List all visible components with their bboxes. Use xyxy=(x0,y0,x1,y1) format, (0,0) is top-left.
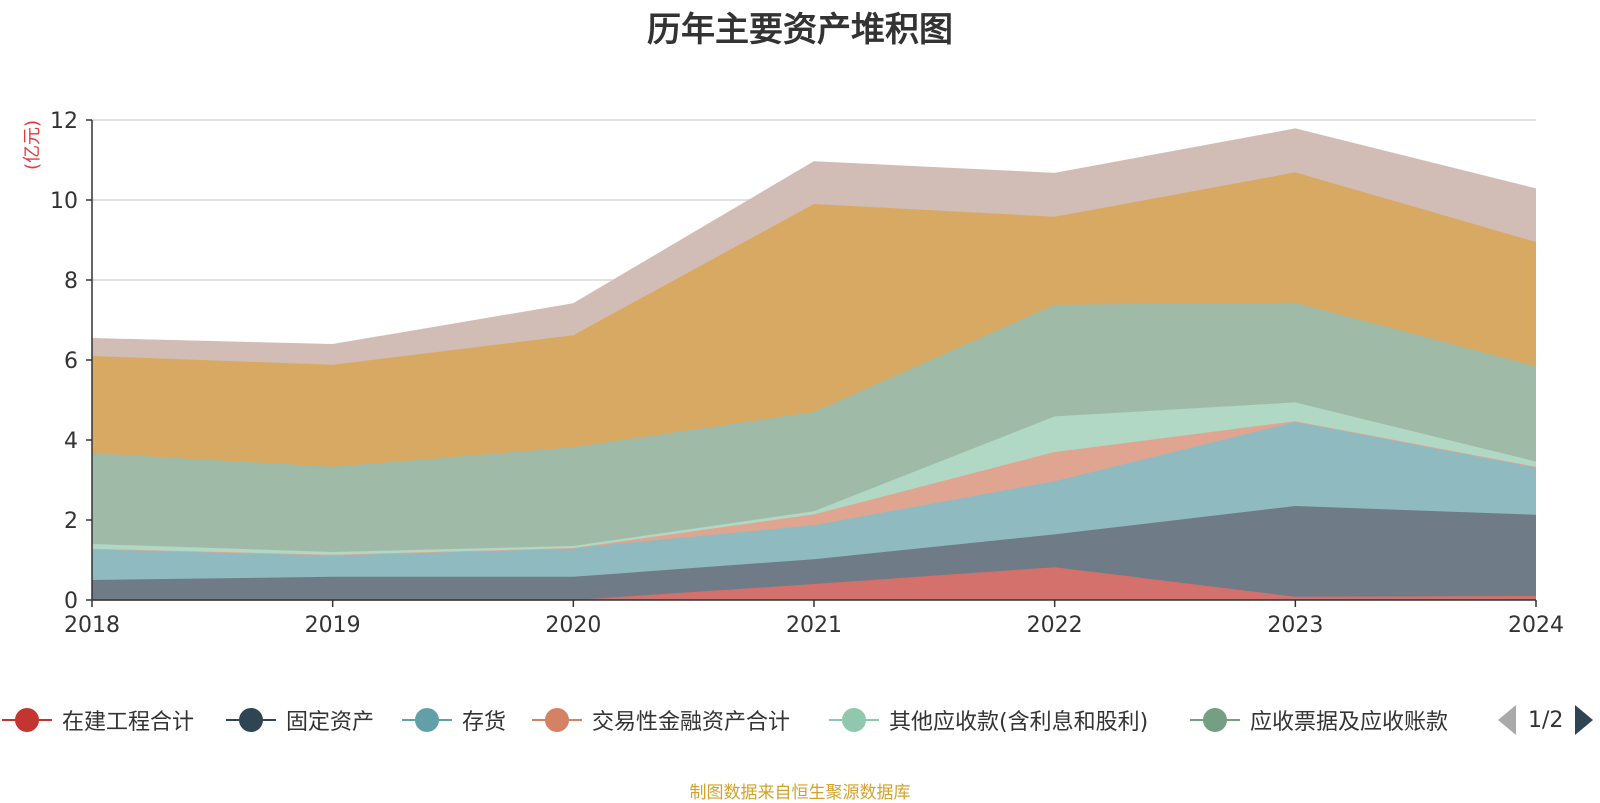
area-series-0[interactable] xyxy=(92,567,1536,600)
legend-marker-icon xyxy=(226,700,276,740)
legend-label: 其他应收款(含利息和股利) xyxy=(889,710,1149,735)
legend-label: 交易性金融资产合计 xyxy=(592,710,791,735)
y-tick-label: 12 xyxy=(50,109,78,134)
legend-item-fixed-assets[interactable]: 固定资产 xyxy=(226,700,374,740)
x-tick-label: 2018 xyxy=(64,613,120,638)
x-tick-label: 2024 xyxy=(1508,613,1564,638)
legend-item-notes-accounts-receivable[interactable]: 应收票据及应收账款 xyxy=(1190,700,1448,740)
next-page-icon[interactable] xyxy=(1575,705,1594,735)
legend-item-inventory[interactable]: 存货 xyxy=(402,700,506,740)
area-series-1[interactable] xyxy=(92,506,1536,600)
legend-label: 在建工程合计 xyxy=(62,710,195,735)
y-tick-label: 0 xyxy=(64,589,78,614)
legend-item-trading-financial-assets[interactable]: 交易性金融资产合计 xyxy=(532,700,790,740)
legend-label: 固定资产 xyxy=(286,710,375,735)
chart-area: 0 2 4 6 8 10 12 2018 2019 2020 2021 2022 2023 2024 (亿… xyxy=(22,109,1564,638)
data-source-note: 制图数据来自恒生聚源数据库 xyxy=(689,783,911,803)
y-tick-label: 2 xyxy=(64,509,78,534)
legend-label: 存货 xyxy=(462,710,507,735)
y-tick-label: 10 xyxy=(50,189,78,214)
chart-title: 历年主要资产堆积图 xyxy=(647,10,953,50)
x-tick-label: 2020 xyxy=(545,613,601,638)
legend-item-other-receivables[interactable]: 其他应收款(含利息和股利) xyxy=(829,700,1148,740)
y-axis-label: (亿元) xyxy=(22,120,43,170)
x-tick-label: 2023 xyxy=(1267,613,1323,638)
y-tick-label: 6 xyxy=(64,349,78,374)
y-tick-label: 4 xyxy=(64,429,78,454)
legend-marker-icon xyxy=(829,700,879,740)
legend-page-indicator: 1/2 xyxy=(1528,707,1564,733)
area-series-2[interactable] xyxy=(92,422,1536,580)
previous-page-icon[interactable] xyxy=(1498,705,1516,735)
legend-marker-icon xyxy=(402,700,452,740)
y-tick-label: 8 xyxy=(64,269,78,294)
legend-pager: 1/2 xyxy=(1498,700,1594,740)
area-series-6[interactable] xyxy=(92,172,1536,467)
legend-item-in-construction[interactable]: 在建工程合计 xyxy=(2,700,194,740)
x-tick-label: 2019 xyxy=(305,613,361,638)
x-tick-label: 2021 xyxy=(786,613,842,638)
legend: 在建工程合计 固定资产 存货 交易性金融资产合计 其他应收款(含利息和股利) xyxy=(0,700,1600,740)
legend-label: 应收票据及应收账款 xyxy=(1250,710,1449,735)
x-tick-label: 2022 xyxy=(1027,613,1083,638)
legend-marker-icon xyxy=(532,700,582,740)
area-series-edge-7 xyxy=(91,128,1537,346)
legend-marker-icon xyxy=(1190,700,1240,740)
legend-marker-icon xyxy=(2,700,52,740)
area-series-5[interactable] xyxy=(92,302,1536,552)
area-series-7[interactable] xyxy=(92,129,1536,365)
